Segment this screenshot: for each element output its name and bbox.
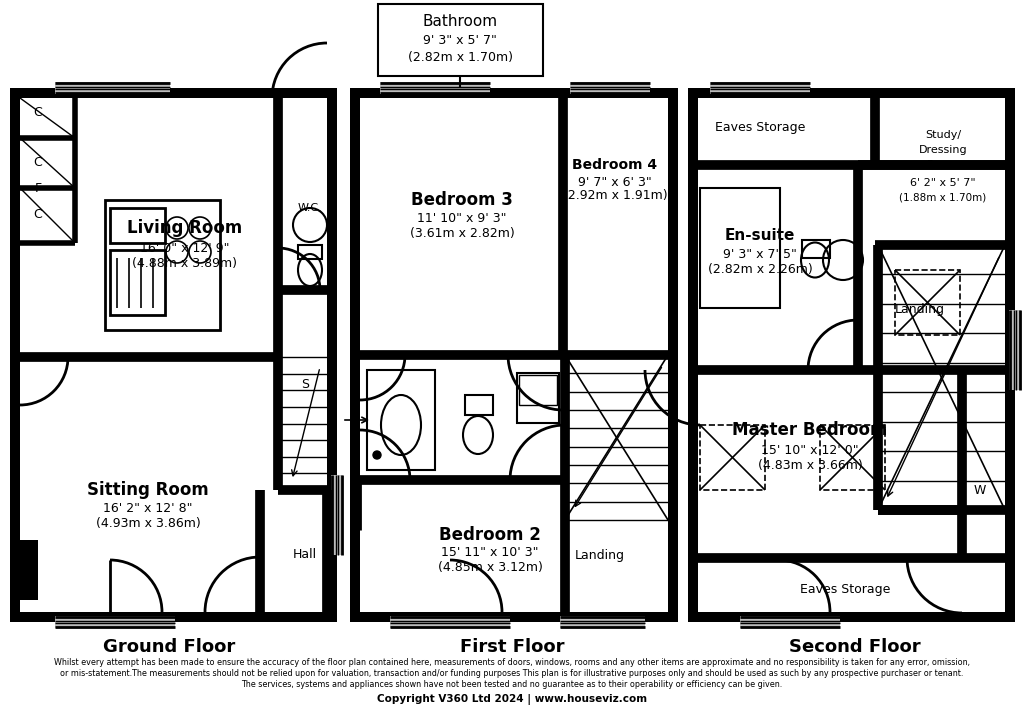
Text: (4.88m x 3.89m): (4.88m x 3.89m) (132, 257, 238, 270)
Text: Master Bedroom: Master Bedroom (732, 421, 888, 439)
Bar (380, 82, 490, 94)
Bar (55, 82, 170, 94)
Bar (10, 540, 38, 600)
Text: 15' 11" x 10' 3": 15' 11" x 10' 3" (441, 547, 539, 560)
Text: 15' 10" x 12' 0": 15' 10" x 12' 0" (761, 443, 859, 456)
Text: Bathroom: Bathroom (423, 14, 498, 30)
Text: or mis-statement.The measurements should not be relied upon for valuation, trans: or mis-statement.The measurements should… (60, 669, 964, 678)
Bar (688, 612, 1015, 622)
Bar (367, 370, 435, 470)
Text: Hall: Hall (293, 549, 317, 562)
Text: (4.83m x 3.66m): (4.83m x 3.66m) (758, 458, 862, 471)
Text: Landing: Landing (575, 549, 625, 562)
Text: 9' 7" x 6' 3": 9' 7" x 6' 3" (579, 176, 652, 189)
Bar (298, 245, 322, 259)
Text: Second Floor: Second Floor (790, 638, 921, 656)
Text: (1.88m x 1.70m): (1.88m x 1.70m) (899, 193, 987, 203)
Bar (327, 88, 337, 622)
Bar (570, 82, 650, 94)
Circle shape (705, 243, 715, 253)
Text: (4.85m x 3.12m): (4.85m x 3.12m) (437, 562, 543, 575)
Text: Bedroom 4: Bedroom 4 (572, 158, 657, 172)
Text: Study/: Study/ (925, 130, 962, 140)
Bar (517, 373, 559, 423)
Text: 6' 2" x 5' 7": 6' 2" x 5' 7" (910, 178, 976, 188)
Text: (2.92m x 1.91m): (2.92m x 1.91m) (562, 189, 668, 202)
Bar (55, 616, 175, 628)
Bar (350, 88, 360, 622)
Bar (700, 188, 780, 308)
Bar (10, 88, 337, 98)
Bar (378, 4, 543, 76)
Bar (390, 616, 510, 628)
Text: Bedroom 2: Bedroom 2 (439, 526, 541, 544)
Bar (560, 616, 645, 628)
Bar (1005, 88, 1015, 622)
Text: Ground Floor: Ground Floor (102, 638, 236, 656)
Text: Dressing: Dressing (919, 145, 968, 155)
Text: The services, systems and appliances shown have not been tested and no guarantee: The services, systems and appliances sho… (242, 680, 782, 689)
Text: Whilst every attempt has been made to ensure the accuracy of the floor plan cont: Whilst every attempt has been made to en… (54, 658, 970, 667)
Circle shape (373, 451, 381, 459)
Text: Room: Room (927, 160, 958, 170)
Text: Eaves Storage: Eaves Storage (715, 121, 805, 134)
Bar (700, 425, 765, 490)
Bar (1009, 310, 1021, 390)
Bar (802, 240, 830, 258)
Text: C: C (34, 208, 42, 221)
Bar (740, 616, 840, 628)
Bar (350, 612, 678, 622)
Bar (105, 200, 220, 330)
Bar (688, 88, 1015, 98)
Bar (465, 395, 493, 415)
Text: Eaves Storage: Eaves Storage (800, 583, 890, 596)
Text: Sitting Room: Sitting Room (87, 481, 209, 499)
Text: First Floor: First Floor (460, 638, 564, 656)
Text: 16' 0" x 12' 9": 16' 0" x 12' 9" (140, 241, 229, 254)
Text: 16' 2" x 12' 8": 16' 2" x 12' 8" (103, 502, 193, 515)
Bar (10, 88, 20, 622)
Text: S: S (301, 379, 309, 391)
Bar (331, 475, 343, 555)
Text: Bedroom 3: Bedroom 3 (411, 191, 513, 209)
Text: Copyright V360 Ltd 2024 | www.houseviz.com: Copyright V360 Ltd 2024 | www.houseviz.c… (377, 694, 647, 705)
Bar (110, 208, 165, 243)
Text: C: C (34, 155, 42, 168)
Bar (519, 375, 557, 405)
Text: 11' 10" x 9' 3": 11' 10" x 9' 3" (417, 212, 507, 225)
Text: F: F (35, 181, 42, 194)
Text: En-suite: En-suite (725, 228, 796, 242)
Text: (4.93m x 3.86m): (4.93m x 3.86m) (95, 516, 201, 529)
Text: (2.82m x 2.26m): (2.82m x 2.26m) (708, 263, 812, 276)
Text: (2.82m x 1.70m): (2.82m x 1.70m) (408, 51, 512, 64)
Circle shape (526, 411, 534, 419)
Text: C: C (34, 106, 42, 119)
Text: W.C.: W.C. (298, 203, 323, 213)
Text: Landing: Landing (895, 304, 945, 317)
Text: 9' 3" x 5' 7": 9' 3" x 5' 7" (423, 33, 497, 46)
Bar (895, 270, 961, 335)
Text: Living Room: Living Room (127, 219, 243, 237)
Bar (668, 88, 678, 622)
Bar (110, 250, 165, 315)
Bar (820, 425, 885, 490)
Text: W: W (974, 484, 986, 497)
Text: (3.61m x 2.82m): (3.61m x 2.82m) (410, 226, 514, 239)
Bar (350, 88, 678, 98)
Bar (10, 612, 337, 622)
Text: 9' 3" x 7' 5": 9' 3" x 7' 5" (723, 249, 797, 262)
Bar (710, 82, 810, 94)
Bar (688, 88, 698, 622)
